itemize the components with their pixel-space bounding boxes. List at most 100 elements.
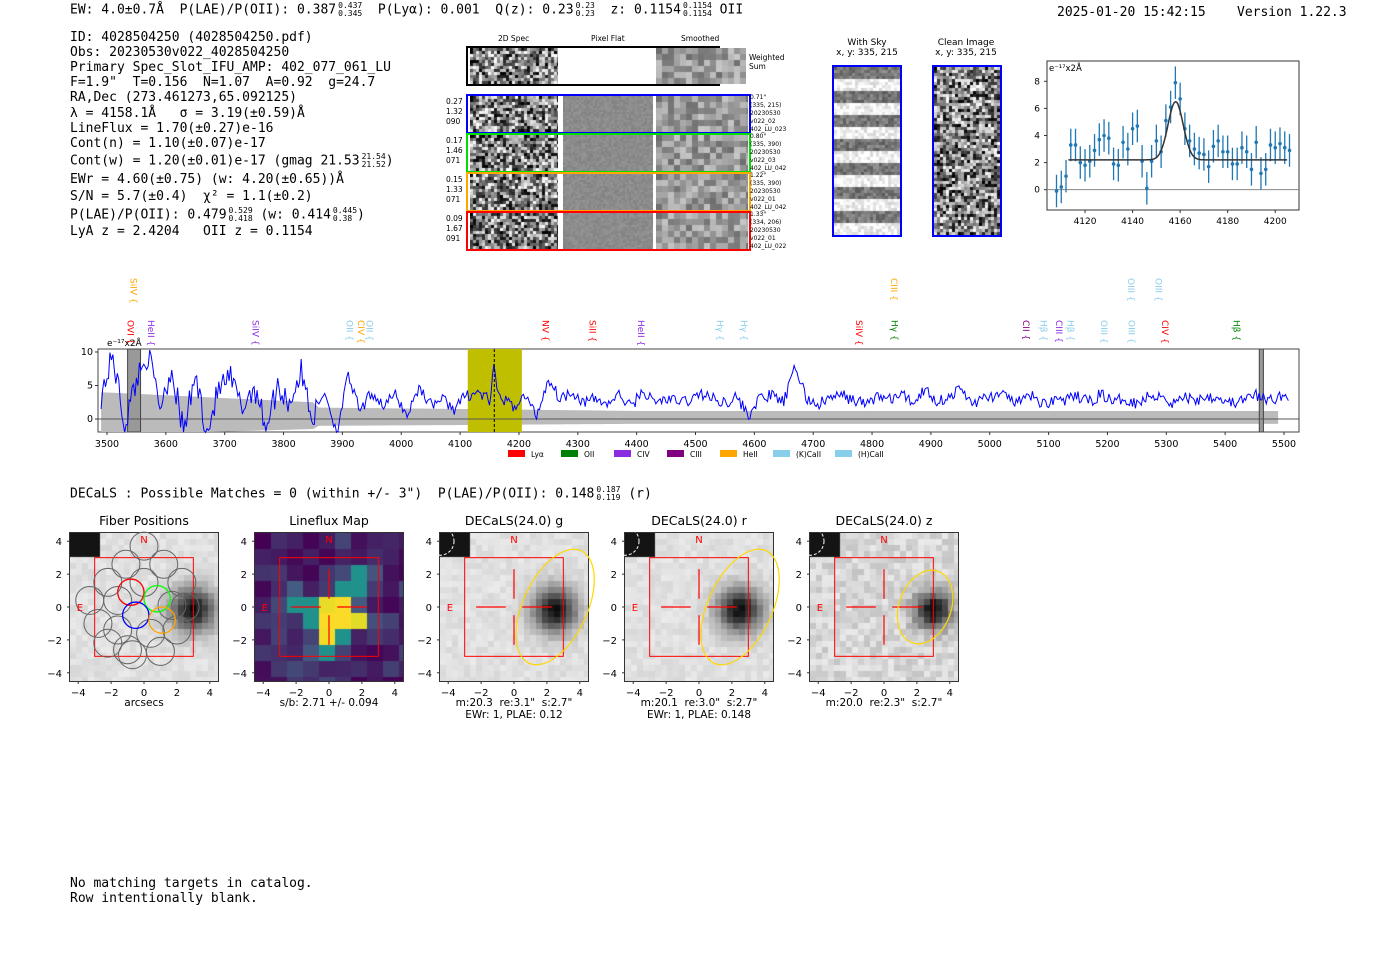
- z-value: z: 0.1154: [610, 2, 681, 18]
- x-tick-label: 4200: [1264, 217, 1287, 227]
- x-tick-label: 0: [511, 688, 517, 699]
- z-line: OII: [719, 2, 744, 18]
- data-point: [1121, 140, 1125, 145]
- line-marker-label: CIII {: [1053, 320, 1063, 343]
- aperture-box: [649, 557, 749, 657]
- info-sn: S/N = 5.7(±0.4) χ² = 1.1(±0.2): [70, 189, 313, 204]
- line-marker-label: Hβ {: [1037, 320, 1047, 341]
- masked-region: [1258, 348, 1264, 433]
- x-tick-label: −4: [811, 688, 826, 699]
- line-marker-label: Hγ {: [714, 320, 724, 341]
- data-point: [1149, 159, 1154, 164]
- x-tick-label: 4: [207, 688, 213, 699]
- fiber-weight-label: 0.17 1.46 071: [446, 136, 463, 165]
- legend-label: CIII: [690, 450, 702, 459]
- north-label: N: [695, 535, 702, 546]
- y-tick-label: −2: [787, 636, 802, 647]
- east-label: E: [817, 603, 823, 614]
- y-tick-label: −2: [417, 636, 432, 647]
- spec2d-image: [470, 135, 558, 171]
- legend-label: HeII: [743, 450, 758, 459]
- x-tick-label: 0: [881, 688, 887, 699]
- aperture-box: [94, 557, 194, 657]
- info-ewr: EWr = 4.60(±0.75) (w: 4.20(±0.65))Å: [70, 172, 344, 187]
- x-tick-label: 0: [696, 688, 702, 699]
- smoothed-image: [656, 135, 748, 171]
- line-marker-label: OIII {: [1125, 278, 1135, 302]
- selected-fiber-circle: [143, 584, 171, 613]
- clean-image: [932, 65, 1002, 237]
- selected-fiber-circle: [117, 578, 145, 607]
- line-marker-label: OIII {: [1153, 278, 1163, 302]
- y-tick-label: 6: [1034, 104, 1040, 114]
- y-tick-label: 2: [241, 570, 247, 581]
- data-point: [1068, 143, 1073, 147]
- x-tick-label: 4120: [1074, 217, 1097, 227]
- fiber-circle: [149, 549, 179, 579]
- info-lineflux: LineFlux = 1.70(±0.27)e-16: [70, 121, 274, 136]
- panel-caption: arcsecs: [124, 697, 164, 709]
- clean-image-title: Clean Image x, y: 335, 215: [935, 38, 997, 58]
- line-marker-label: SiIV {: [249, 320, 259, 346]
- line-marker-label: CIII {: [888, 278, 898, 301]
- fiber-circle: [167, 567, 197, 597]
- y-tick-label: −4: [602, 669, 617, 680]
- fiber-circle: [129, 531, 159, 561]
- data-point: [1282, 145, 1287, 150]
- smoothed-image: [656, 213, 748, 249]
- plya-value: P(Lyα): 0.001: [377, 2, 480, 18]
- version: Version 1.22.3: [1237, 5, 1347, 20]
- x-tick-label: −2: [104, 688, 119, 699]
- data-point: [1145, 186, 1149, 191]
- timestamp: 2025-01-20 15:42:15: [1057, 5, 1206, 20]
- legend-swatch: [773, 450, 790, 457]
- line-marker-label: CIV {: [1159, 320, 1169, 344]
- north-label: N: [880, 535, 887, 546]
- y-tick-label: 4: [241, 537, 247, 548]
- spec2d-image: [470, 213, 558, 249]
- y-tick-label: −2: [47, 636, 62, 647]
- data-point: [1216, 139, 1220, 143]
- fiber-cutout-row: [466, 211, 751, 251]
- error-envelope: [101, 392, 1279, 432]
- plae-value: P(LAE)/P(OII): 0.387: [179, 2, 337, 18]
- x-tick-label: 5100: [1037, 439, 1061, 450]
- data-point: [1059, 185, 1064, 189]
- data-point: [1083, 163, 1087, 168]
- pixel-flat-image: [563, 213, 653, 249]
- legend-swatch: [720, 450, 737, 457]
- galaxy-ellipse: [896, 569, 954, 645]
- fiber-weight-label: 0.27 1.32 090: [446, 97, 463, 126]
- fiber-circle: [170, 592, 200, 622]
- x-tick-label: 3800: [271, 439, 295, 450]
- line-marker-label: Hβ {: [1064, 320, 1074, 341]
- fiber-info-label: 0.80" (335, 390) 20230530 v022_03 402_LU…: [750, 133, 787, 172]
- x-tick-label: 4: [947, 688, 953, 699]
- panel-title: DECaLS(24.0) z: [835, 513, 933, 528]
- legend-label: OII: [584, 450, 594, 459]
- x-tick-label: 4900: [919, 439, 943, 450]
- data-point: [1192, 147, 1197, 151]
- info-radec: RA,Dec (273.461273,65.092125): [70, 90, 297, 105]
- panel-title: DECaLS(24.0) g: [464, 513, 564, 528]
- x-tick-label: 4: [392, 688, 398, 699]
- x-tick-label: 4800: [860, 439, 884, 450]
- data-point: [1102, 133, 1106, 138]
- info-cont-n: Cont(n) = 1.10(±0.07)e-17: [70, 136, 266, 151]
- panel-title: Fiber Positions: [99, 513, 189, 528]
- fiber-weight-label: 0.15 1.33 071: [446, 175, 463, 204]
- legend-label: Lyα: [531, 450, 544, 459]
- data-point: [1078, 160, 1083, 165]
- with-sky-image: [832, 65, 902, 237]
- legend-swatch: [561, 450, 578, 457]
- data-point: [1054, 189, 1059, 193]
- data-point: [1092, 148, 1097, 153]
- fiber-info-label: 1.33" (334, 206) 20230530 v022_01 402_LU…: [750, 211, 787, 250]
- y-tick-label: 0: [796, 603, 802, 614]
- qz-value: Q(z): 0.23: [495, 2, 574, 18]
- x-tick-label: 4160: [1169, 217, 1192, 227]
- x-tick-label: −4: [71, 688, 86, 699]
- line-marker-label: OVI {: [125, 320, 135, 344]
- y-unit-label: e⁻¹⁷x2Å: [107, 337, 143, 349]
- x-tick-label: −2: [289, 688, 304, 699]
